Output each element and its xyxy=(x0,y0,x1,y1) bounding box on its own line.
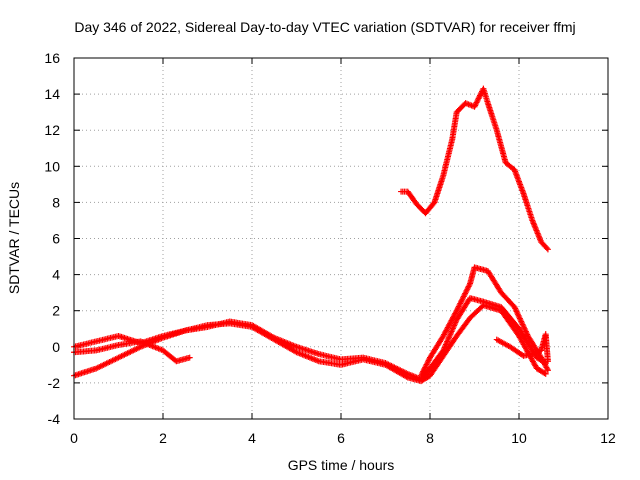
data-point xyxy=(544,367,551,374)
series-track-b xyxy=(71,302,549,385)
y-tick-label: 8 xyxy=(52,194,60,210)
data-point xyxy=(423,361,430,368)
data-point xyxy=(418,371,425,378)
y-tick-label: 16 xyxy=(44,50,60,66)
data-point xyxy=(422,364,429,371)
x-tick-label: 2 xyxy=(159,430,167,446)
data-point xyxy=(541,370,548,377)
data-point xyxy=(476,92,483,99)
data-point xyxy=(422,362,429,369)
data-point xyxy=(420,368,427,375)
x-tick-label: 4 xyxy=(248,430,256,446)
data-point xyxy=(186,354,193,361)
data-point xyxy=(473,99,480,106)
data-point xyxy=(472,102,479,109)
data-point xyxy=(542,370,549,377)
data-point xyxy=(424,358,431,365)
y-tick-label: 4 xyxy=(52,267,60,283)
data-point xyxy=(544,358,551,365)
series-track-c xyxy=(71,338,193,365)
series-track-f xyxy=(398,85,551,253)
data-point xyxy=(543,245,550,252)
axis-layer: 0 2 4 6 8 10 12 -4 -2 0 2 4 6 8 10 12 14 16 xyxy=(44,50,616,446)
y-axis-label: SDTVAR / TECUs xyxy=(6,182,22,294)
y-tick-label: 12 xyxy=(44,122,60,138)
data-point xyxy=(477,91,484,98)
x-tick-label: 0 xyxy=(70,430,78,446)
chart-title: Day 346 of 2022, Sidereal Day-to-day VTE… xyxy=(74,19,575,35)
data-point xyxy=(424,360,431,367)
data-point xyxy=(421,365,428,372)
data-point xyxy=(474,98,481,105)
y-tick-label: -2 xyxy=(48,375,61,391)
y-tick-label: 2 xyxy=(52,303,60,319)
data-point xyxy=(544,246,551,253)
x-tick-label: 12 xyxy=(600,430,616,446)
y-tick-label: 6 xyxy=(52,231,60,247)
x-tick-label: 8 xyxy=(426,430,434,446)
y-tick-label: -4 xyxy=(48,411,61,427)
data-point xyxy=(475,95,482,102)
data-point xyxy=(420,367,427,374)
data-point xyxy=(419,369,426,376)
data-point xyxy=(474,96,481,103)
y-tick-label: 14 xyxy=(44,86,60,102)
data-point xyxy=(425,357,432,364)
plot-frame xyxy=(73,57,609,420)
y-tick-label: 0 xyxy=(52,339,60,355)
series-track-e xyxy=(493,331,551,365)
data-point xyxy=(418,372,425,379)
data-point xyxy=(472,100,479,107)
plot-area xyxy=(71,85,551,385)
grid-layer xyxy=(74,58,608,419)
x-axis-label: GPS time / hours xyxy=(288,457,395,473)
data-point xyxy=(292,348,299,355)
y-tick-label: 10 xyxy=(44,158,60,174)
data-point xyxy=(403,373,410,380)
x-tick-label: 10 xyxy=(511,430,527,446)
x-tick-label: 6 xyxy=(337,430,345,446)
data-point xyxy=(476,94,483,101)
data-point xyxy=(471,103,478,110)
